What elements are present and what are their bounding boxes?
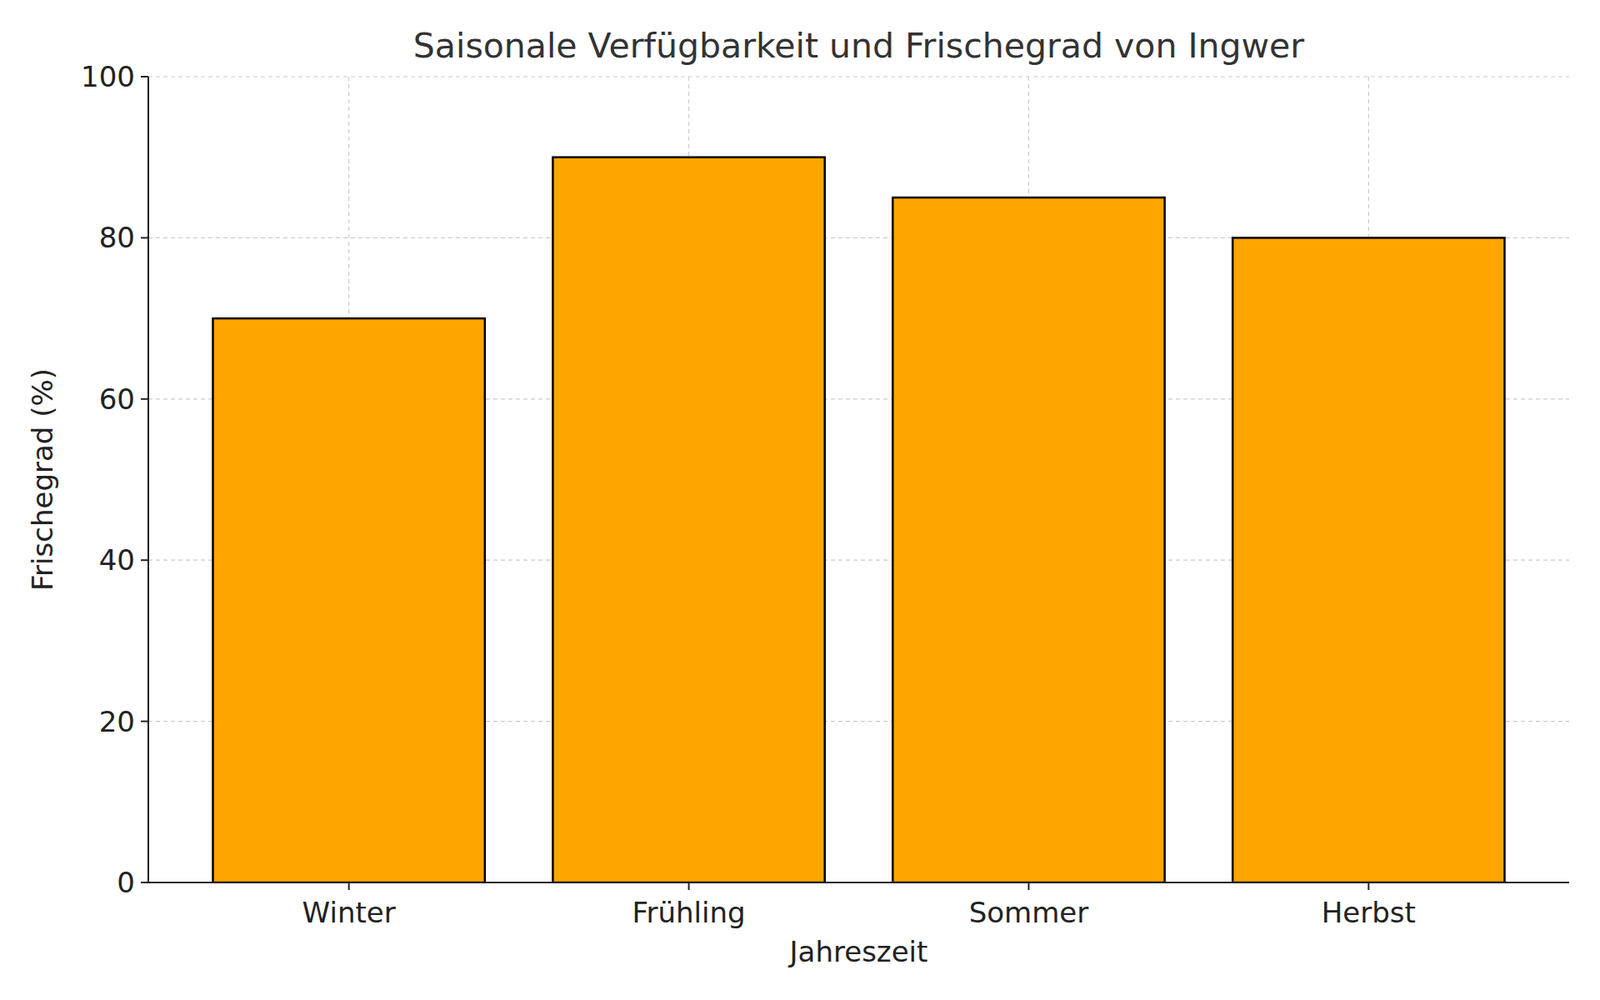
y-tick-label: 80: [99, 220, 135, 255]
bar: [552, 157, 825, 883]
y-tick: [140, 881, 149, 884]
x-tick-label: Herbst: [1321, 895, 1416, 930]
x-tick-label: Winter: [302, 895, 396, 930]
bar: [1232, 237, 1505, 883]
y-tick-label: 40: [99, 543, 135, 577]
y-axis: [147, 76, 150, 883]
y-tick: [140, 559, 149, 561]
y-tick-label: 100: [80, 60, 135, 94]
y-axis-label: Frischegrad (%): [25, 368, 60, 591]
x-tick: [1367, 882, 1370, 890]
x-tick-label: Frühling: [631, 895, 745, 930]
bar: [892, 197, 1165, 883]
bars: [213, 157, 1505, 883]
x-tick: [348, 882, 350, 890]
x-tick: [688, 882, 690, 890]
y-tick-label: 20: [99, 705, 135, 739]
bar: [213, 318, 485, 883]
y-tick-label: 0: [116, 865, 135, 900]
y-tick: [140, 236, 149, 239]
x-tick: [1027, 882, 1030, 890]
x-tick-label: Sommer: [969, 895, 1090, 930]
grid-line: [148, 881, 1570, 883]
grid-line: [148, 75, 1570, 77]
x-axis: [148, 881, 1570, 884]
x-axis-label: Jahreszeit: [788, 935, 929, 969]
y-tick-label: 60: [99, 382, 135, 416]
title: Saisonale Verfügbarkeit und Frischegrad …: [413, 25, 1305, 66]
y-tick: [140, 720, 149, 723]
y-tick: [140, 75, 149, 78]
y-tick: [140, 398, 149, 400]
chart: 0 20 40 60 80 100 Winter Frühling Sommer Herbst Sa…: [0, 0, 1600, 1000]
